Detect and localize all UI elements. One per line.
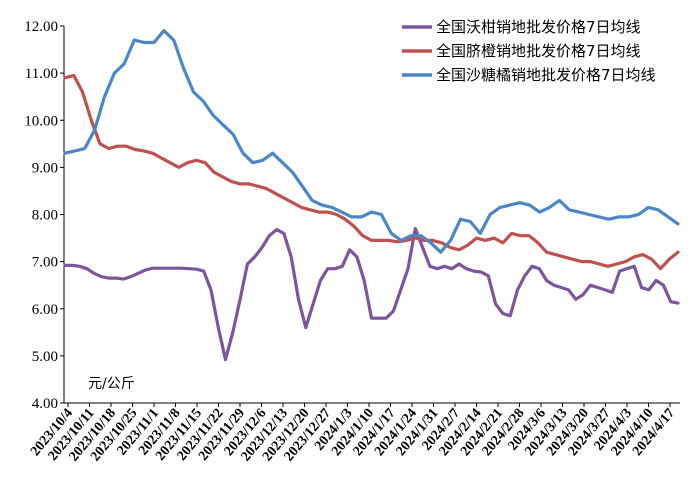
legend-label-0: 全国沃柑销地批发价格7日均线 bbox=[436, 18, 641, 36]
y-tick-label: 6.00 bbox=[32, 302, 58, 318]
y-tick-label: 8.00 bbox=[32, 208, 58, 224]
series-layer bbox=[63, 29, 680, 362]
y-tick-label: 4.00 bbox=[32, 396, 58, 412]
y-axis-ticks: 4.00 5.00 6.00 7.00 8.00 9.00 10.00 11.00 12.00 bbox=[24, 19, 64, 412]
legend: 全国沃柑销地批发价格7日均线全国脐橙销地批发价格7日均线全国沙糖橘销地批发价格7… bbox=[402, 18, 656, 84]
series-line-2 bbox=[63, 29, 680, 254]
y-tick-label: 11.00 bbox=[25, 66, 58, 82]
unit-label: 元/公斤 bbox=[88, 376, 135, 392]
y-tick-label: 7.00 bbox=[32, 255, 58, 271]
y-tick-label: 12.00 bbox=[24, 19, 58, 35]
legend-label-1: 全国脐橙销地批发价格7日均线 bbox=[436, 42, 641, 60]
legend-label-2: 全国沙糖橘销地批发价格7日均线 bbox=[436, 66, 656, 84]
series-line-1 bbox=[63, 73, 680, 271]
y-tick-label: 9.00 bbox=[32, 160, 58, 176]
series-line-0 bbox=[63, 227, 680, 362]
y-tick-label: 5.00 bbox=[32, 349, 58, 365]
y-tick-label: 10.00 bbox=[24, 113, 58, 129]
x-axis-ticks: 2023/10/42023/10/112023/10/182023/10/252… bbox=[28, 403, 678, 464]
